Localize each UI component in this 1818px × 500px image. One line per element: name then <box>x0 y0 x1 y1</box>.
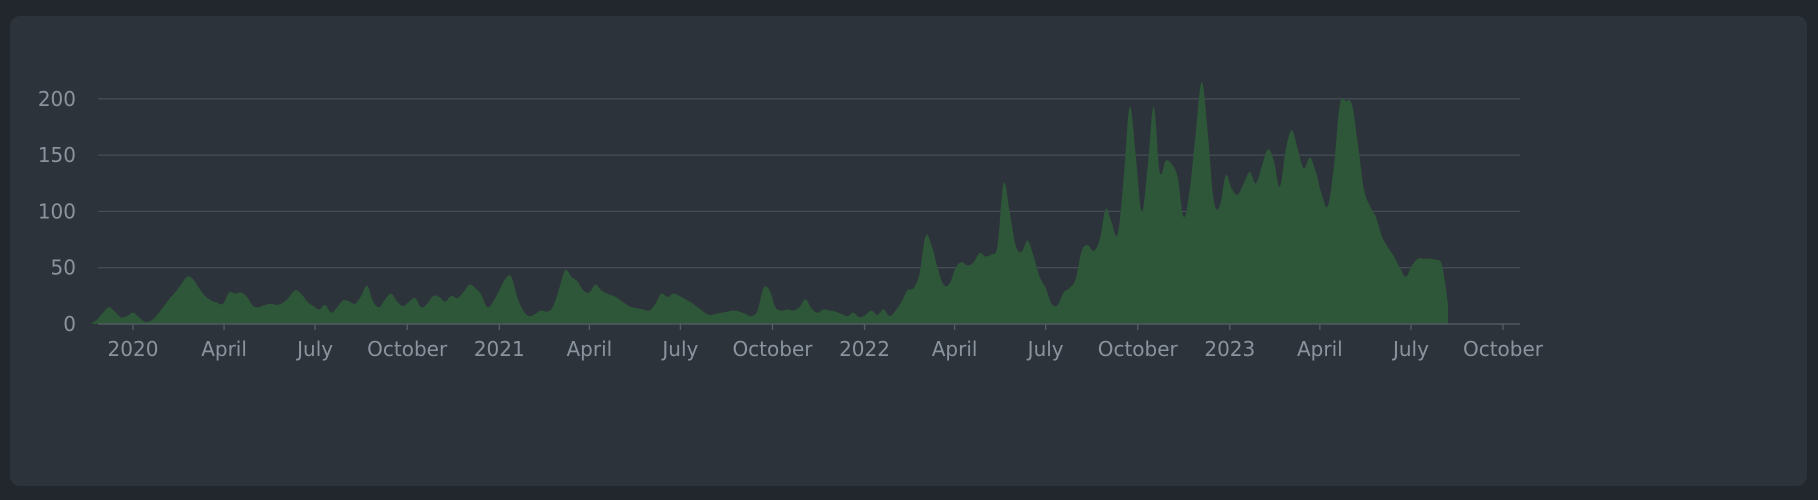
x-tick-label: 2020 <box>108 337 159 361</box>
y-tick-label: 150 <box>38 143 76 167</box>
y-tick-label: 200 <box>38 87 76 111</box>
y-tick-label: 100 <box>38 199 76 223</box>
x-tick-label: October <box>1463 337 1544 361</box>
x-tick-label: April <box>932 337 978 361</box>
x-tick-label: 2023 <box>1204 337 1255 361</box>
series-area <box>91 81 1448 325</box>
x-tick-label: October <box>367 337 448 361</box>
x-tick-label: July <box>1391 337 1429 361</box>
x-tick-label: 2021 <box>474 337 525 361</box>
x-tick-label: July <box>1026 337 1064 361</box>
y-tick-label: 50 <box>51 256 76 280</box>
y-tick-label: 0 <box>63 312 76 336</box>
x-tick-label: April <box>1297 337 1343 361</box>
area-chart: 0 50 100 150 200 2020 April July October 2021 Apr… <box>38 81 1544 361</box>
x-tick-label: April <box>566 337 612 361</box>
x-tick-label: 2022 <box>839 337 890 361</box>
x-tick-label: October <box>1098 337 1179 361</box>
area-series <box>91 81 1448 325</box>
chart-panel: 0 50 100 150 200 2020 April July October 2021 Apr… <box>10 16 1807 486</box>
x-axis: 2020 April July October 2021 April July October… <box>98 323 1544 361</box>
x-tick-label: April <box>201 337 247 361</box>
y-axis: 0 50 100 150 200 <box>38 87 76 336</box>
x-tick-label: July <box>295 337 333 361</box>
x-tick-label: October <box>732 337 813 361</box>
x-tick-label: July <box>660 337 698 361</box>
